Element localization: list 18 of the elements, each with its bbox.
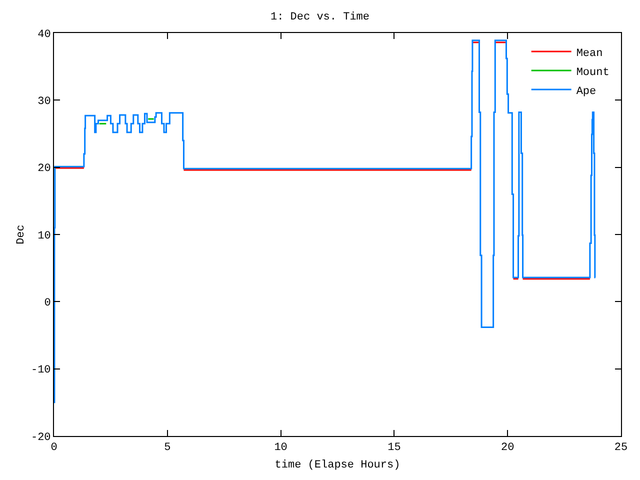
x-tick-label: 25 [614,442,628,454]
legend-label: Mean [576,48,603,60]
x-tick-label: 15 [388,442,401,454]
legend-label: Ape [576,86,596,98]
y-tick-label: 40 [38,28,51,41]
x-tick-label: 5 [164,442,171,454]
y-tick-label: 10 [38,230,51,242]
y-tick-label: 0 [44,298,51,310]
x-tick-label: 20 [501,442,514,454]
x-tick-label: 10 [274,442,288,454]
y-axis-title: Dec [16,224,28,244]
y-tick-label: -10 [30,364,51,377]
x-axis-title: time (Elapse Hours) [274,459,400,472]
legend-label: Mount [576,66,610,79]
chart-title: 1: Dec vs. Time [270,12,370,24]
y-tick-label: 30 [38,96,51,108]
y-tick-label: -20 [30,432,51,444]
y-tick-label: 20 [38,163,51,176]
